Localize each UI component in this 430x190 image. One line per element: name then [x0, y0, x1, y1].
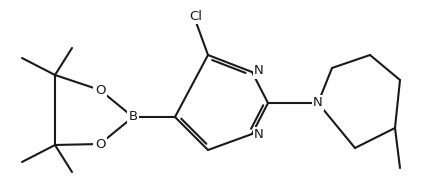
Text: O: O: [95, 138, 105, 150]
Text: N: N: [313, 97, 323, 109]
Text: N: N: [254, 128, 264, 142]
Text: O: O: [95, 83, 105, 97]
Text: B: B: [129, 111, 138, 124]
Text: Cl: Cl: [190, 10, 203, 22]
Text: N: N: [254, 64, 264, 78]
